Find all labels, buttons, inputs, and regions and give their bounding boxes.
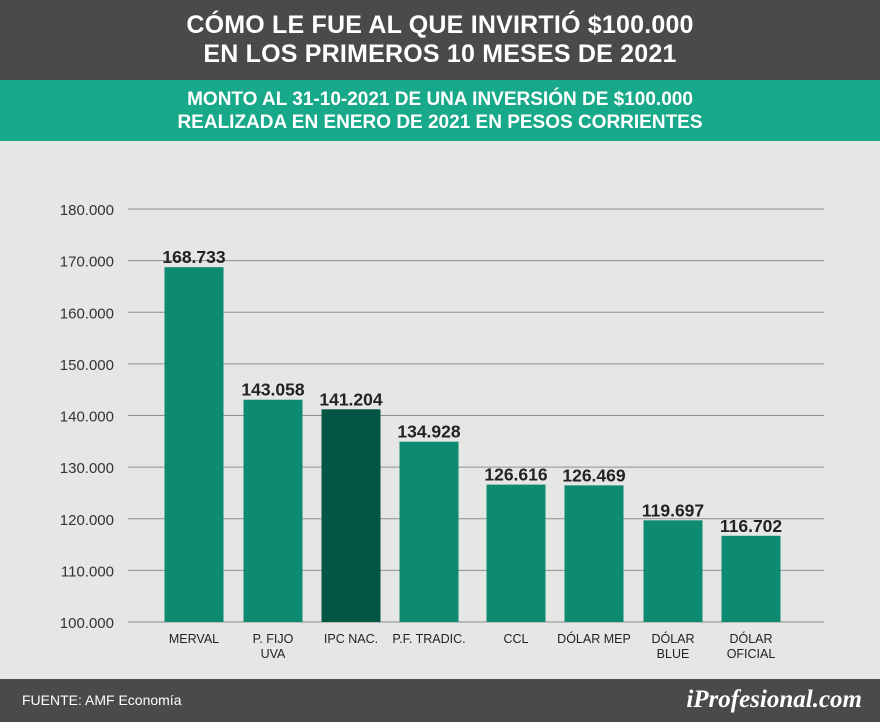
bar [164,267,224,622]
chart-subtitle-line-2: REALIZADA EN ENERO DE 2021 EN PESOS CORR… [177,111,703,133]
bar-value-label: 119.697 [642,500,704,520]
bar [321,409,381,622]
y-tick-label: 100.000 [60,615,114,632]
footer-bar: FUENTE: AMF Economía iProfesional.com [0,679,880,722]
bar-value-label: 126.469 [562,465,626,485]
brand-logo: iProfesional.com [686,686,862,713]
bar [643,520,703,622]
y-tick-label: 160.000 [60,305,114,322]
x-tick-label: IPC NAC. [324,632,378,646]
y-tick-label: 110.000 [61,563,114,580]
bar-chart: 100.000 110.000 120.000 130.000 140.000 150.0… [60,202,824,661]
x-tick-label: BLUE [657,647,690,661]
bar-value-label: 134.928 [397,422,461,442]
y-tick-label: 140.000 [60,409,114,426]
chart-header: CÓMO LE FUE AL QUE INVIRTIÓ $100.000 EN … [0,0,880,80]
bar-value-label: 168.733 [162,247,226,267]
x-tick-label: DÓLAR [651,631,694,646]
y-tick-label: 180.000 [60,202,114,219]
y-tick-label: 120.000 [60,512,114,529]
x-tick-label: CCL [503,632,528,646]
chart-subtitle-line-1: MONTO AL 31-10-2021 DE UNA INVERSIÓN DE … [187,88,693,110]
source-note: FUENTE: AMF Economía [22,692,182,708]
chart-title-line-2: EN LOS PRIMEROS 10 MESES DE 2021 [203,40,677,68]
bar-value-label: 141.204 [319,389,383,409]
bar [399,441,459,622]
x-tick-label: MERVAL [169,632,219,646]
bar [486,484,546,622]
x-tick-label: P. FIJO [253,632,294,646]
bar-value-label: 126.616 [484,465,548,485]
x-tick-label: P.F. TRADIC. [392,632,465,646]
y-tick-label: 150.000 [60,357,114,374]
x-tick-label: DÓLAR MEP [557,631,631,646]
bar [721,535,781,622]
x-tick-label: OFICIAL [727,647,776,661]
chart-area: 100.000 110.000 120.000 130.000 140.000 150.0… [0,141,880,679]
y-tick-label: 170.000 [60,254,114,271]
bar-value-label: 116.702 [720,516,783,536]
chart-title-line-1: CÓMO LE FUE AL QUE INVIRTIÓ $100.000 [186,11,694,39]
x-tick-label: DÓLAR [729,631,772,646]
y-tick-label: 130.000 [60,460,114,477]
bar [243,399,303,622]
bar-value-label: 143.058 [241,380,305,400]
x-tick-label: UVA [261,647,286,661]
chart-subheader: MONTO AL 31-10-2021 DE UNA INVERSIÓN DE … [0,80,880,141]
bar [564,485,624,622]
